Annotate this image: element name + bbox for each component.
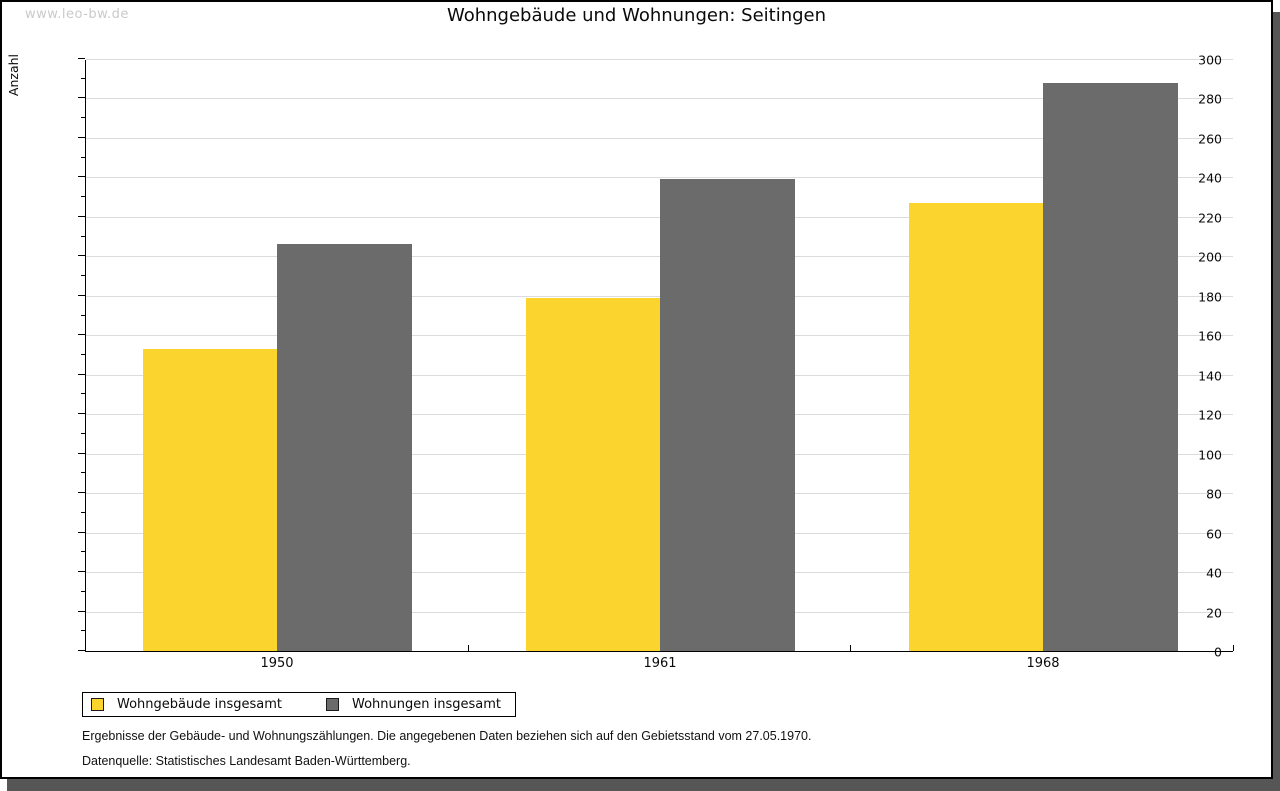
y-tick-label-80: 80 bbox=[1206, 486, 1222, 502]
footnote-source-note: Ergebnisse der Gebäude- und Wohnungszähl… bbox=[82, 729, 812, 743]
gridline-300 bbox=[86, 59, 1233, 60]
y-tick-220 bbox=[78, 215, 85, 217]
legend-label-2: Wohnungen insgesamt bbox=[352, 697, 501, 712]
y-tick-label-100: 100 bbox=[1198, 447, 1222, 463]
y-tick-270 bbox=[81, 117, 85, 119]
watermark-leo-bw: www.leo-bw.de bbox=[25, 7, 129, 22]
y-tick-160 bbox=[78, 334, 85, 336]
legend-label-1: Wohngebäude insgesamt bbox=[117, 697, 282, 712]
y-tick-90 bbox=[81, 472, 85, 474]
y-tick-20 bbox=[78, 610, 85, 612]
y-tick-label-20: 20 bbox=[1206, 605, 1222, 621]
y-tick-170 bbox=[81, 314, 85, 316]
y-tick-label-220: 220 bbox=[1198, 210, 1222, 226]
y-tick-290 bbox=[81, 77, 85, 79]
x-tick-3 bbox=[1233, 645, 1234, 651]
legend-swatch-1 bbox=[91, 698, 104, 711]
chart-panel: www.leo-bw.de Wohngebäude und Wohnungen:… bbox=[0, 0, 1273, 779]
bar-1961-series-1 bbox=[526, 298, 660, 651]
y-tick-label-140: 140 bbox=[1198, 368, 1222, 384]
y-tick-40 bbox=[78, 571, 85, 573]
y-tick-210 bbox=[81, 235, 85, 237]
y-tick-label-120: 120 bbox=[1198, 407, 1222, 423]
y-tick-70 bbox=[81, 511, 85, 513]
y-tick-label-280: 280 bbox=[1198, 91, 1222, 107]
y-tick-110 bbox=[81, 432, 85, 434]
bar-1950-series-2 bbox=[277, 244, 412, 651]
y-tick-label-300: 300 bbox=[1198, 52, 1222, 68]
y-tick-100 bbox=[78, 452, 85, 454]
gridline-200 bbox=[86, 256, 1233, 258]
bar-1961-series-2 bbox=[660, 179, 795, 651]
y-tick-180 bbox=[78, 294, 85, 296]
y-tick-200 bbox=[78, 255, 85, 257]
y-tick-label-180: 180 bbox=[1198, 289, 1222, 305]
legend-item-1: Wohngebäude insgesamt bbox=[91, 697, 282, 712]
y-tick-150 bbox=[81, 354, 85, 355]
y-tick-190 bbox=[81, 275, 85, 277]
x-label-1968: 1968 bbox=[1026, 656, 1060, 671]
y-tick-120 bbox=[78, 413, 85, 415]
y-tick-60 bbox=[78, 531, 85, 533]
legend: Wohngebäude insgesamt Wohnungen insgesamt bbox=[82, 692, 516, 717]
y-tick-label-260: 260 bbox=[1198, 131, 1222, 147]
y-tick-300 bbox=[78, 58, 85, 59]
y-tick-80 bbox=[78, 492, 85, 494]
x-label-1950: 1950 bbox=[260, 656, 294, 671]
bar-1968-series-1 bbox=[909, 203, 1043, 651]
x-label-1961: 1961 bbox=[643, 656, 677, 671]
legend-item-2: Wohnungen insgesamt bbox=[326, 697, 501, 712]
x-tick-1 bbox=[468, 645, 469, 651]
gridline-180 bbox=[86, 295, 1233, 297]
y-tick-280 bbox=[78, 97, 85, 99]
y-tick-30 bbox=[81, 590, 85, 592]
plot-area: 0 20 40 60 80 100 120 140 160 180 200 220 240 260 280 3… bbox=[78, 53, 1234, 671]
gridline-260 bbox=[86, 137, 1233, 139]
legend-swatch-2 bbox=[326, 698, 339, 711]
y-tick-50 bbox=[81, 551, 85, 553]
y-tick-label-40: 40 bbox=[1206, 565, 1222, 581]
y-tick-label-0: 0 bbox=[1214, 644, 1222, 660]
y-tick-label-240: 240 bbox=[1198, 170, 1222, 186]
bar-1950-series-1 bbox=[143, 349, 277, 651]
y-tick-250 bbox=[81, 156, 85, 158]
y-tick-260 bbox=[78, 136, 85, 138]
y-tick-0 bbox=[78, 650, 85, 651]
chart-title: Wohngebäude und Wohnungen: Seitingen bbox=[446, 5, 827, 26]
gridline-240 bbox=[86, 177, 1233, 179]
y-tick-240 bbox=[78, 176, 85, 178]
y-tick-130 bbox=[81, 393, 85, 395]
y-tick-140 bbox=[78, 373, 85, 375]
y-axis-label: Anzahl bbox=[6, 54, 21, 97]
footnote-data-source: Datenquelle: Statistisches Landesamt Bad… bbox=[82, 754, 411, 768]
x-tick-2 bbox=[850, 645, 851, 651]
y-tick-230 bbox=[81, 196, 85, 198]
y-tick-10 bbox=[81, 630, 85, 632]
y-tick-label-60: 60 bbox=[1206, 526, 1222, 542]
y-tick-label-200: 200 bbox=[1198, 249, 1222, 265]
gridline-280 bbox=[86, 98, 1233, 100]
y-tick-label-160: 160 bbox=[1198, 328, 1222, 344]
gridline-220 bbox=[86, 216, 1233, 218]
bar-1968-series-2 bbox=[1043, 83, 1178, 651]
